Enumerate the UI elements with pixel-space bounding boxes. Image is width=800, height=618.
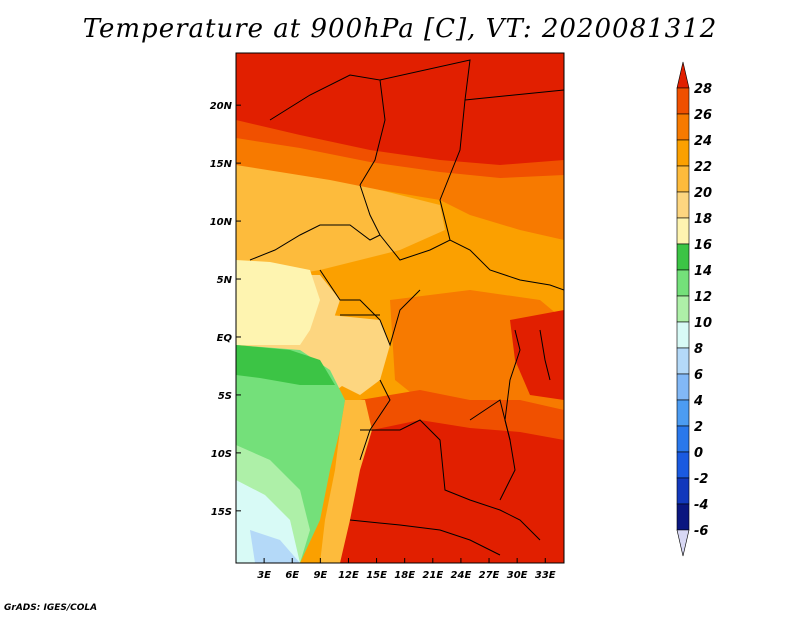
band-20-angola-coast <box>320 400 372 563</box>
colorbar-segment <box>676 243 690 271</box>
colorbar-segment <box>676 139 690 167</box>
colorbar-segment <box>676 165 690 193</box>
temperature-field <box>236 53 564 563</box>
lat-label: 15N <box>210 159 233 170</box>
lon-label: 33E <box>535 570 556 581</box>
lat-label: 20N <box>210 101 233 112</box>
colorbar-label: 2 <box>694 420 703 435</box>
colorbar-segment <box>676 503 690 531</box>
band-24-north <box>236 135 564 240</box>
colorbar-segment <box>676 269 690 297</box>
colorbar-segment <box>676 399 690 427</box>
colorbar-segment <box>676 347 690 375</box>
colorbar-label: 26 <box>694 108 712 123</box>
latitude-axis: 20N 15N 10N 5N EQ 5S 10S 15S <box>210 101 241 518</box>
colorbar-label: -2 <box>694 472 708 487</box>
band-28-south <box>340 415 564 563</box>
colorbar-label: -4 <box>694 498 708 513</box>
colorbar-label: 10 <box>694 316 712 331</box>
lon-label: 30E <box>507 570 528 581</box>
colorbar-label: 4 <box>693 394 703 409</box>
band-18-gabon <box>325 315 390 395</box>
colorbar-segment <box>676 451 690 479</box>
band-28-east <box>510 310 564 400</box>
colorbar-label: 28 <box>694 82 712 97</box>
colorbar-top-triangle <box>676 61 690 89</box>
longitude-axis: 3E 6E 9E 12E 15E 18E 21E 24E 27E 30E 33E <box>257 558 556 581</box>
colorbar-segment <box>676 425 690 453</box>
lon-label: 12E <box>338 570 359 581</box>
lon-label: 24E <box>451 570 472 581</box>
lon-label: 27E <box>479 570 500 581</box>
band-26-south <box>360 390 564 440</box>
band-6-ocean <box>250 530 300 563</box>
colorbar-label: 0 <box>694 446 703 461</box>
colorbar-label: 22 <box>694 160 712 175</box>
lat-label: 15S <box>211 507 232 518</box>
colorbar-bottom-triangle <box>676 529 690 557</box>
lat-label: 5N <box>217 275 233 286</box>
map-frame <box>235 52 565 564</box>
grads-credit: GrADS: IGES/COLA <box>4 603 98 613</box>
lat-label: 5S <box>218 391 232 402</box>
colorbar-label: -6 <box>694 524 708 539</box>
band-16-coast <box>236 260 320 345</box>
colorbar-segment <box>676 87 690 115</box>
colorbar-label: 12 <box>694 290 712 305</box>
colorbar-segment <box>676 191 690 219</box>
chart-title: Temperature at 900hPa [C], VT: 202008131… <box>82 14 718 44</box>
lat-label: EQ <box>217 333 233 344</box>
colorbar-label: 18 <box>694 212 712 227</box>
colorbar-label: 16 <box>694 238 712 253</box>
colorbar-segment <box>676 295 690 323</box>
band-26-sahel <box>236 120 564 178</box>
colorbar-label: 14 <box>694 264 712 279</box>
colorbar-segment <box>676 113 690 141</box>
colorbar-segment <box>676 321 690 349</box>
lon-label: 15E <box>366 570 387 581</box>
colorbar-label: 6 <box>694 368 703 383</box>
band-20-north <box>236 160 445 275</box>
colorbar-segment <box>676 217 690 245</box>
lon-label: 18E <box>394 570 415 581</box>
lon-label: 21E <box>422 570 443 581</box>
country-borders <box>249 59 564 556</box>
lat-label: 10N <box>210 217 233 228</box>
colorbar-label: 8 <box>694 342 703 357</box>
colorbar-label: 24 <box>694 134 712 149</box>
colorbar-segment <box>676 477 690 505</box>
colorbar-segment <box>676 373 690 401</box>
lon-label: 9E <box>313 570 327 581</box>
colorbar-label: 20 <box>694 186 712 201</box>
lat-label: 10S <box>211 449 232 460</box>
band-14-gulf <box>236 345 335 385</box>
lon-label: 3E <box>257 570 271 581</box>
lon-label: 6E <box>285 570 299 581</box>
